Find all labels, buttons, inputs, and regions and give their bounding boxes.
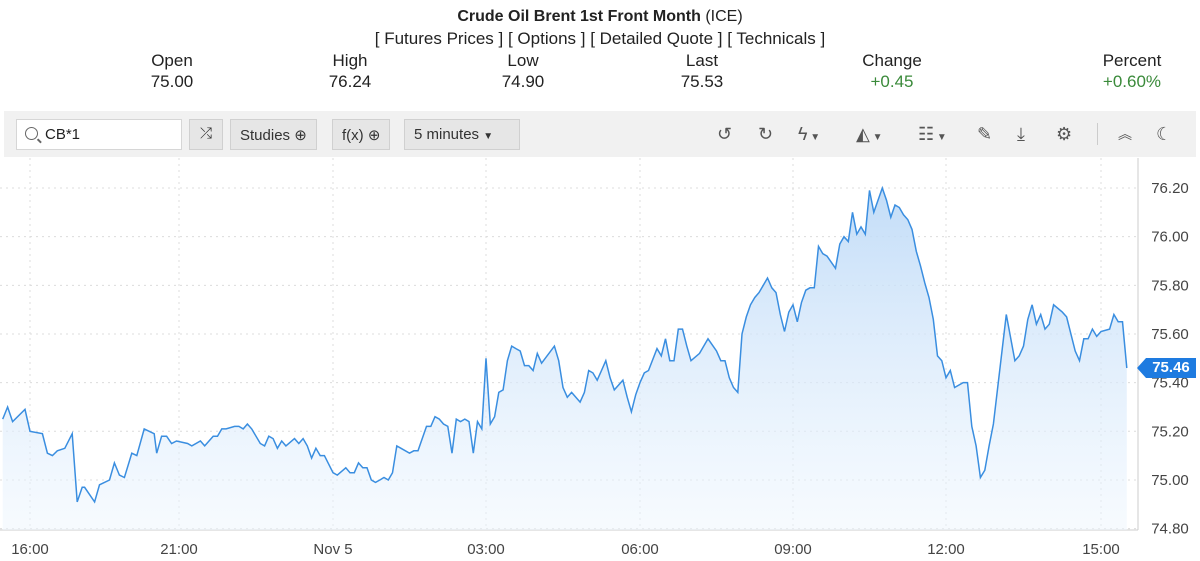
x-tick-label: 16:00 — [11, 541, 49, 558]
x-tick-label: 03:00 — [467, 541, 505, 558]
compare-button[interactable]: ⤮ — [189, 119, 223, 150]
link-detailed-quote[interactable]: [ Detailed Quote ] — [590, 29, 723, 48]
page-title: Crude Oil Brent 1st Front Month (ICE) — [0, 8, 1200, 26]
interval-select[interactable]: 5 minutes ▼ — [404, 119, 520, 150]
studies-label: Studies — [240, 127, 291, 144]
instrument-name: Crude Oil Brent 1st Front Month — [457, 8, 701, 25]
quote-links: [ Futures Prices ] [ Options ] [ Detaile… — [0, 29, 1200, 49]
redo-icon[interactable]: ↻ — [758, 124, 774, 144]
y-tick-label: 76.20 — [1151, 180, 1189, 197]
y-tick-label: 75.40 — [1151, 375, 1189, 392]
link-options[interactable]: [ Options ] — [507, 29, 586, 48]
exchange-label: (ICE) — [705, 8, 743, 25]
fx-button[interactable]: f(x) ⊕ — [332, 119, 391, 150]
symbol-search-input[interactable]: CB*1 — [16, 119, 182, 150]
x-tick-label: 21:00 — [160, 541, 198, 558]
stat-percent: Percent +0.60% — [1072, 50, 1192, 92]
download-icon[interactable]: ⤓ — [1017, 124, 1025, 144]
y-tick-label: 75.20 — [1151, 423, 1189, 440]
x-tick-label: 15:00 — [1082, 541, 1120, 558]
plus-circle-icon: ⊕ — [294, 127, 307, 144]
interval-label: 5 minutes — [414, 126, 480, 143]
y-tick-label: 74.80 — [1151, 521, 1189, 538]
stat-value: +0.45 — [870, 72, 914, 91]
stat-label: Change — [862, 51, 922, 70]
studies-button[interactable]: Studies ⊕ — [230, 119, 317, 150]
caret-down-icon: ▼ — [483, 131, 494, 142]
y-tick-label: 75.60 — [1151, 326, 1189, 343]
layout-icon[interactable]: ☷ ▼ — [918, 124, 947, 144]
stat-value: 74.90 — [501, 72, 545, 91]
stat-value: 75.53 — [680, 72, 724, 91]
stat-change: Change +0.45 — [832, 50, 952, 92]
x-tick-label: 09:00 — [774, 541, 812, 558]
y-tick-label: 75.80 — [1151, 277, 1189, 294]
stat-value: +0.60% — [1102, 72, 1162, 91]
y-tick-label: 76.00 — [1151, 229, 1189, 246]
stat-label: Last — [685, 51, 719, 70]
undo-icon[interactable]: ↺ — [717, 124, 733, 144]
stat-value: 76.24 — [328, 72, 372, 91]
last-price-tag: 75.46 — [1137, 358, 1196, 378]
link-technicals[interactable]: [ Technicals ] — [727, 29, 826, 48]
stat-last: Last 75.53 — [642, 50, 762, 92]
chart-toolbar: CB*1 ⤮ Studies ⊕ f(x) ⊕ 5 minutes ▼ ↺ ↻ … — [4, 111, 1196, 157]
lightning-icon[interactable]: ϟ ▼ — [798, 124, 821, 144]
price-line — [2, 185, 1128, 504]
stat-label: High — [332, 51, 368, 70]
toolbar-divider — [1097, 123, 1098, 145]
stat-label: Open — [151, 51, 193, 70]
shuffle-icon: ⤮ — [199, 125, 212, 142]
pencil-icon[interactable]: ✎ — [977, 124, 993, 144]
stat-low: Low 74.90 — [463, 50, 583, 92]
chevrons-up-icon[interactable]: ︽ — [1118, 126, 1132, 142]
area-chart-icon[interactable]: ◭ ▼ — [856, 124, 883, 144]
y-tick-label: 75.00 — [1151, 472, 1189, 489]
stat-label: Percent — [1102, 51, 1162, 70]
fx-label: f(x) — [342, 127, 364, 144]
stat-open: Open 75.00 — [112, 50, 232, 92]
plus-circle-icon: ⊕ — [367, 127, 381, 144]
search-icon — [25, 127, 38, 140]
stat-value: 75.00 — [150, 72, 194, 91]
link-futures-prices[interactable]: [ Futures Prices ] — [374, 29, 504, 48]
search-value: CB*1 — [45, 126, 81, 143]
x-tick-label: 12:00 — [927, 541, 965, 558]
gear-icon[interactable]: ⚙ — [1056, 124, 1073, 144]
moon-icon[interactable]: ☾ — [1156, 124, 1173, 144]
stat-high: High 76.24 — [290, 50, 410, 92]
x-tick-label: 06:00 — [621, 541, 659, 558]
stat-label: Low — [507, 51, 539, 70]
x-tick-label: Nov 5 — [313, 541, 352, 558]
price-area — [2, 188, 1127, 530]
